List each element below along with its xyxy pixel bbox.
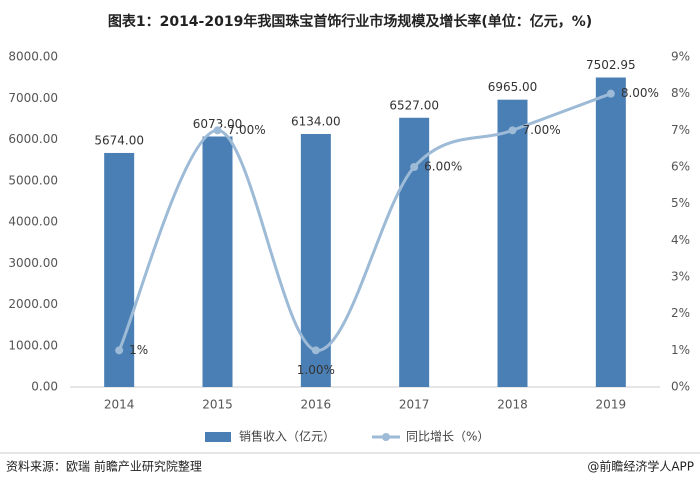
line-value-label: 8.00% xyxy=(621,86,659,100)
x-tick-label: 2015 xyxy=(202,398,233,412)
line-value-label: 1.00% xyxy=(297,363,335,377)
x-tick-label: 2019 xyxy=(596,398,627,412)
y-tick-label: 6000.00 xyxy=(8,132,58,146)
bar-value-label: 6134.00 xyxy=(291,114,341,128)
y2-tick-label: 1% xyxy=(671,343,690,357)
y-tick-label: 7000.00 xyxy=(8,91,58,105)
line-value-label: 7.00% xyxy=(228,123,266,137)
y-tick-label: 3000.00 xyxy=(8,256,58,270)
y2-tick-label: 7% xyxy=(671,123,690,137)
y-tick-label: 0.00 xyxy=(31,380,58,394)
line-value-label: 6.00% xyxy=(424,160,462,174)
legend-swatch xyxy=(205,432,231,442)
line-point xyxy=(606,89,615,98)
x-tick-label: 2017 xyxy=(399,398,430,412)
chart-title: 图表1：2014-2019年我国珠宝首饰行业市场规模及增长率(单位：亿元，%) xyxy=(108,13,592,30)
bar xyxy=(399,117,430,387)
legend-label: 同比增长（%） xyxy=(406,430,489,444)
y-tick-label: 1000.00 xyxy=(8,338,58,352)
line-value-label: 1% xyxy=(129,343,148,357)
bar-value-label: 6073.00 xyxy=(193,117,243,131)
y2-tick-label: 3% xyxy=(671,270,690,284)
line-point xyxy=(115,346,124,355)
y2-tick-label: 6% xyxy=(671,160,690,174)
y2-tick-label: 4% xyxy=(671,233,690,247)
bar xyxy=(595,77,626,388)
x-tick-label: 2018 xyxy=(497,398,528,412)
line-point xyxy=(213,126,222,135)
y2-tick-label: 2% xyxy=(671,306,690,320)
legend-label: 销售收入（亿元） xyxy=(239,429,335,444)
y2-tick-label: 0% xyxy=(671,380,690,394)
line-point xyxy=(311,346,320,355)
bar-value-label: 6965.00 xyxy=(488,80,538,94)
credit: @前瞻经济学人APP xyxy=(587,459,694,474)
bar xyxy=(300,133,331,387)
bar-value-label: 6527.00 xyxy=(389,98,439,112)
source: 资料来源：欧瑞 前瞻产业研究院整理 xyxy=(6,459,202,474)
y-tick-label: 5000.00 xyxy=(8,173,58,187)
y-tick-label: 4000.00 xyxy=(8,215,58,229)
y2-tick-label: 9% xyxy=(671,50,690,64)
bar xyxy=(202,136,233,387)
line-point xyxy=(508,126,517,135)
y2-tick-label: 8% xyxy=(671,86,690,100)
line-value-label: 7.00% xyxy=(523,123,561,137)
legend-swatch xyxy=(382,433,390,441)
y-tick-label: 2000.00 xyxy=(8,297,58,311)
bar-value-label: 7502.95 xyxy=(586,58,636,72)
y-tick-label: 8000.00 xyxy=(8,50,58,64)
x-tick-label: 2014 xyxy=(104,398,135,412)
line-point xyxy=(410,163,419,171)
bar xyxy=(497,99,528,387)
y2-tick-label: 5% xyxy=(671,196,690,210)
x-tick-label: 2016 xyxy=(301,398,332,412)
bar-value-label: 5674.00 xyxy=(94,133,144,147)
